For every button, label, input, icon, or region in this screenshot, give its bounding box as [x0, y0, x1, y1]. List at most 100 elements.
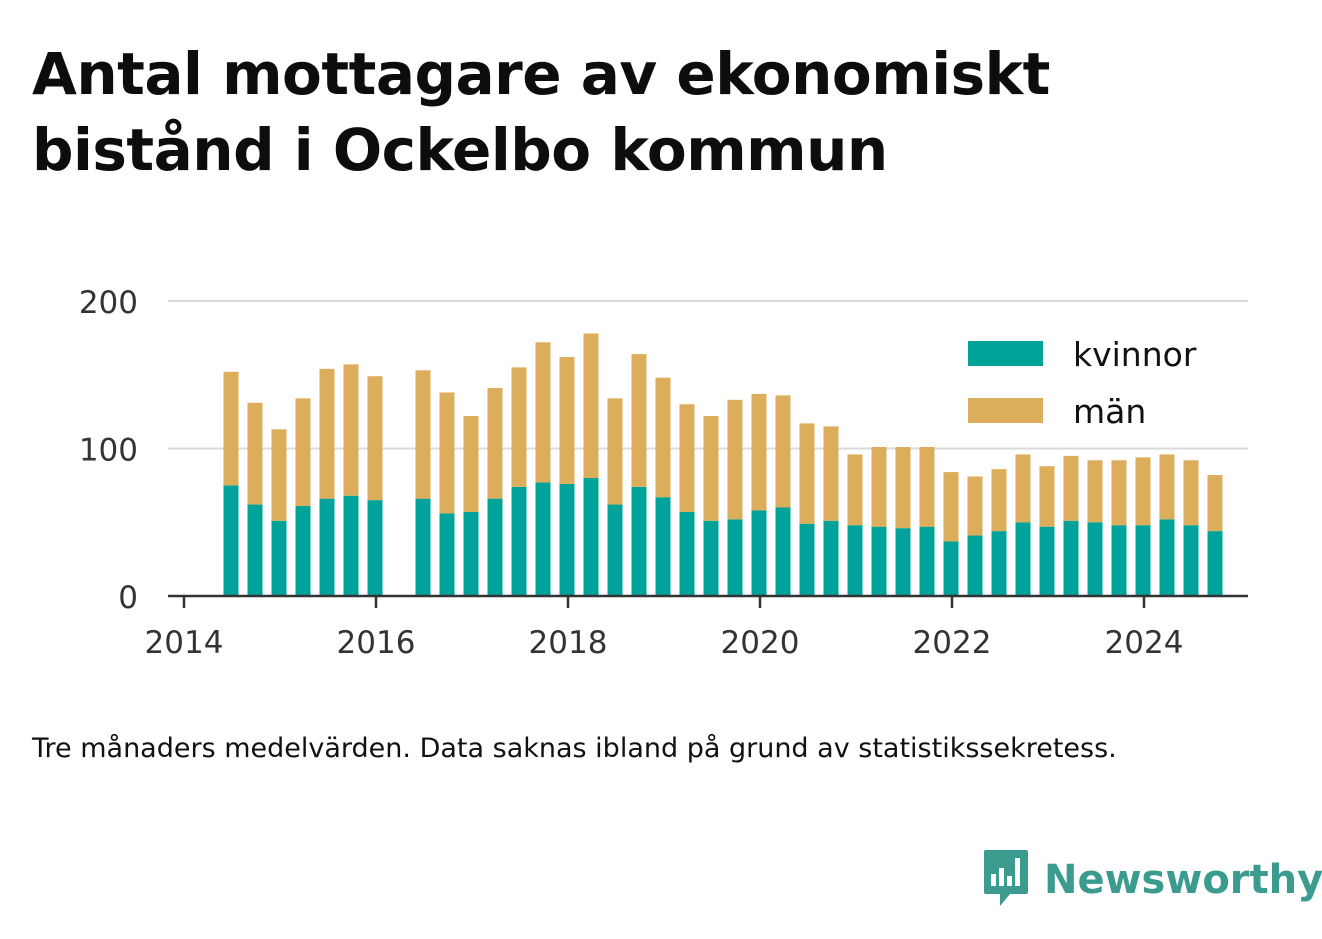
bar-man — [271, 429, 287, 521]
bar-kvinnor — [463, 511, 479, 596]
bar-kvinnor — [1183, 525, 1199, 596]
bar-man — [1207, 475, 1223, 532]
bar-kvinnor — [1159, 519, 1175, 596]
y-tick-label: 200 — [79, 285, 138, 321]
bar-kvinnor — [1039, 526, 1055, 596]
bar-man — [1135, 457, 1151, 526]
bar-man — [463, 416, 479, 512]
bar-man — [631, 354, 647, 487]
bar-kvinnor — [319, 498, 335, 596]
bar-man — [535, 342, 551, 483]
bar-man — [295, 398, 311, 507]
bar-kvinnor — [535, 482, 551, 596]
bar-kvinnor — [1063, 520, 1079, 596]
bar-man — [343, 364, 359, 496]
bar-kvinnor — [343, 495, 359, 596]
bar-kvinnor — [775, 507, 791, 596]
bar-kvinnor — [415, 498, 431, 596]
footnote: Tre månaders medelvärden. Data saknas ib… — [32, 733, 1117, 764]
bar-kvinnor — [823, 520, 839, 596]
bar-man — [679, 404, 695, 512]
bar-kvinnor — [871, 526, 887, 596]
bar-man — [895, 447, 911, 529]
bar-man — [319, 368, 335, 499]
x-tick-label: 2014 — [145, 625, 224, 661]
bar-kvinnor — [223, 485, 239, 596]
bar-man — [487, 388, 503, 499]
bar-man — [511, 367, 527, 487]
bar-man — [1063, 455, 1079, 521]
legend-label-man: män — [1073, 392, 1146, 431]
bar-man — [919, 447, 935, 527]
bar-man — [991, 469, 1007, 532]
bar-kvinnor — [703, 520, 719, 596]
bar-kvinnor — [727, 519, 743, 596]
bar-kvinnor — [1111, 525, 1127, 596]
bar-man — [655, 377, 671, 498]
bar-man — [559, 357, 575, 484]
bar-kvinnor — [607, 504, 623, 596]
brand-logo: Newsworthy — [982, 850, 1322, 910]
bar-kvinnor — [943, 541, 959, 596]
x-tick-label: 2022 — [913, 625, 992, 661]
bar-man — [871, 447, 887, 527]
bar-kvinnor — [895, 528, 911, 596]
bar-man — [823, 426, 839, 521]
bar-kvinnor — [919, 526, 935, 596]
bar-kvinnor — [751, 510, 767, 596]
stacked-bar-chart: 0 100 200 2014 2016 2018 2020 2022 2024 kvinnor… — [79, 285, 1248, 661]
bar-kvinnor — [1207, 531, 1223, 596]
y-axis-ticks: 0 100 200 — [79, 285, 138, 616]
bar-kvinnor — [967, 535, 983, 596]
bar-man — [967, 476, 983, 536]
bar-kvinnor — [271, 520, 287, 596]
legend-label-kvinnor: kvinnor — [1073, 335, 1197, 374]
bar-man — [1039, 466, 1055, 527]
x-axis: 2014 2016 2018 2020 2022 2024 — [145, 594, 1248, 661]
bar-kvinnor — [1015, 522, 1031, 596]
chart-title: Antal mottagare av ekonomiskt bistånd i … — [32, 40, 1050, 184]
bar-kvinnor — [1087, 522, 1103, 596]
bar-man — [727, 399, 743, 520]
x-tick-label: 2024 — [1105, 625, 1184, 661]
bar-man — [1015, 454, 1031, 523]
bar-kvinnor — [847, 525, 863, 596]
legend-swatch-man — [968, 398, 1043, 423]
bar-kvinnor — [247, 504, 263, 596]
x-tick-label: 2018 — [529, 625, 608, 661]
bar-man — [799, 423, 815, 524]
bars — [223, 333, 1223, 596]
y-tick-label: 0 — [118, 580, 138, 616]
x-tick-label: 2020 — [721, 625, 800, 661]
bar-kvinnor — [367, 500, 383, 596]
bar-kvinnor — [511, 486, 527, 596]
legend: kvinnor män — [968, 335, 1197, 431]
bar-man — [439, 392, 455, 514]
bar-kvinnor — [679, 511, 695, 596]
bar-man — [1087, 460, 1103, 523]
bar-man — [415, 370, 431, 499]
bar-kvinnor — [1135, 525, 1151, 596]
bar-man — [943, 472, 959, 542]
bar-kvinnor — [655, 497, 671, 596]
legend-swatch-kvinnor — [968, 341, 1043, 366]
bar-kvinnor — [991, 531, 1007, 596]
bar-man — [583, 333, 599, 478]
bar-kvinnor — [631, 486, 647, 596]
x-tick-label: 2016 — [337, 625, 416, 661]
bar-man — [607, 398, 623, 505]
y-tick-label: 100 — [79, 433, 138, 469]
bar-kvinnor — [583, 478, 599, 596]
brand-name: Newsworthy — [1044, 857, 1322, 903]
bar-kvinnor — [487, 498, 503, 596]
bar-kvinnor — [559, 483, 575, 596]
bar-man — [247, 402, 263, 505]
bar-man — [703, 416, 719, 521]
bar-man — [223, 371, 239, 486]
bar-kvinnor — [439, 513, 455, 596]
bar-man — [847, 454, 863, 526]
bar-kvinnor — [799, 523, 815, 596]
bar-man — [775, 395, 791, 508]
bar-man — [1111, 460, 1127, 526]
bar-man — [1159, 454, 1175, 520]
